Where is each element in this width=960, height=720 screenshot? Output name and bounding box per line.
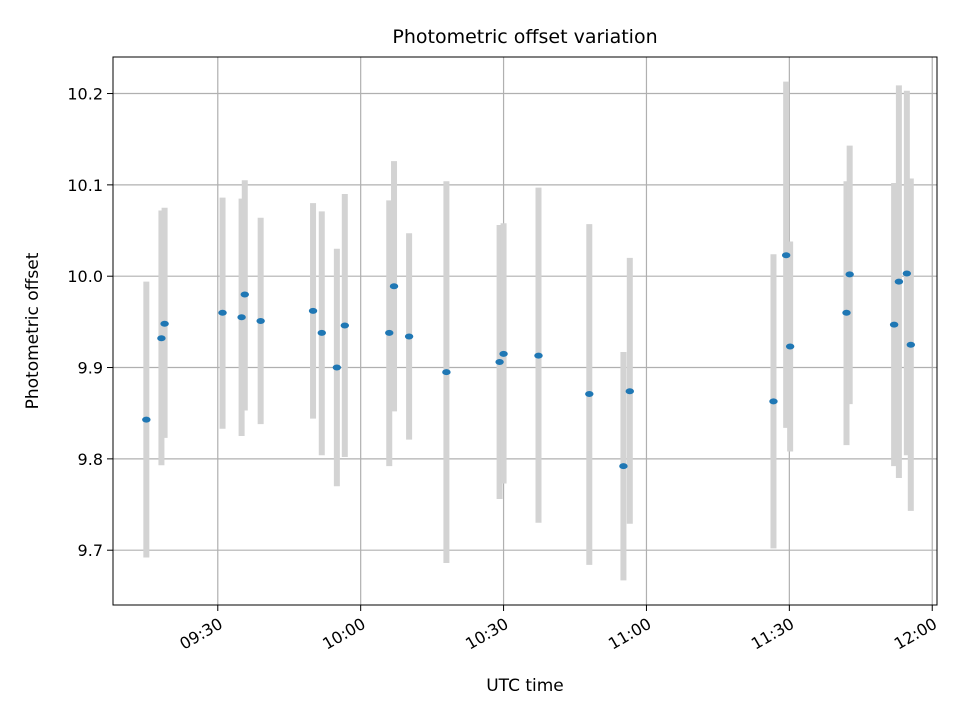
data-point bbox=[389, 283, 399, 290]
data-point bbox=[619, 463, 628, 470]
data-point bbox=[534, 352, 543, 359]
data-point bbox=[785, 343, 795, 350]
data-point bbox=[902, 270, 912, 277]
data-points bbox=[142, 252, 916, 470]
x-axis-label: UTC time bbox=[486, 676, 564, 696]
data-point bbox=[160, 320, 169, 327]
y-axis-label: Photometric offset bbox=[23, 252, 43, 409]
data-point bbox=[442, 369, 451, 376]
y-tick-label: 10.1 bbox=[67, 176, 103, 195]
data-point bbox=[240, 291, 249, 298]
y-tick-label: 10.2 bbox=[67, 85, 103, 104]
data-point bbox=[308, 307, 318, 314]
y-tick-label: 9.8 bbox=[78, 450, 103, 469]
y-tick-label: 10.0 bbox=[67, 267, 103, 286]
data-point bbox=[769, 398, 778, 405]
data-point bbox=[404, 333, 414, 340]
data-point bbox=[256, 317, 265, 324]
y-axis-ticks: 9.7 9.8 9.9 10.0 10.1 10.2 bbox=[67, 85, 113, 560]
plot-frame bbox=[112, 56, 938, 606]
data-point bbox=[842, 309, 851, 316]
data-point bbox=[332, 364, 342, 371]
data-point bbox=[889, 321, 899, 328]
data-point bbox=[906, 341, 916, 348]
data-point bbox=[385, 329, 394, 336]
data-point bbox=[218, 309, 227, 316]
data-point bbox=[625, 388, 634, 395]
data-point bbox=[157, 335, 166, 342]
y-tick-label: 9.9 bbox=[78, 359, 103, 378]
data-point bbox=[781, 252, 791, 259]
data-point bbox=[845, 271, 854, 278]
data-point bbox=[585, 391, 594, 398]
data-point bbox=[894, 278, 904, 285]
data-point bbox=[237, 314, 246, 321]
data-point bbox=[499, 350, 508, 357]
data-point bbox=[142, 416, 151, 423]
data-point bbox=[317, 329, 326, 336]
chart-title: Photometric offset variation bbox=[392, 26, 657, 48]
data-point bbox=[495, 359, 504, 366]
data-point bbox=[340, 322, 349, 329]
y-tick-label: 9.7 bbox=[78, 541, 103, 560]
